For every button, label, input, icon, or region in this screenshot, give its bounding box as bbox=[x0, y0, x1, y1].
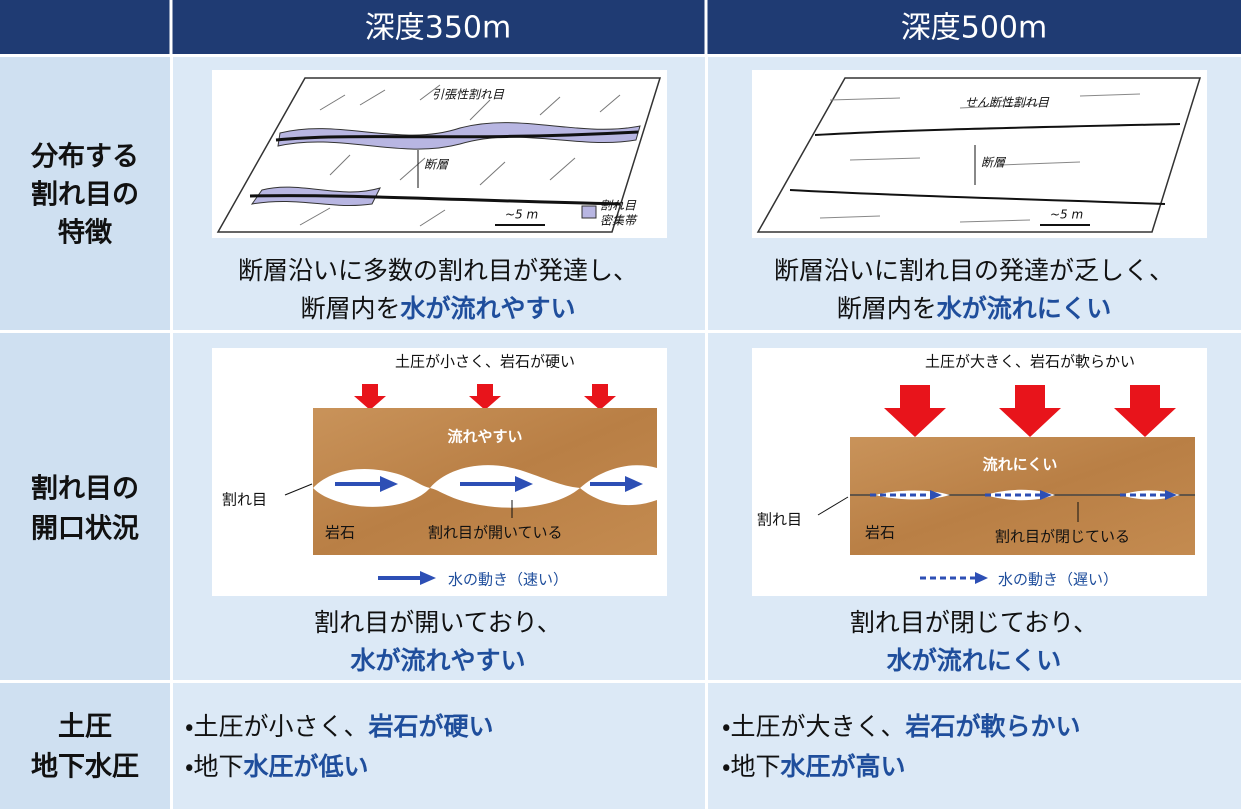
caption: 断層内を水が流れやすい bbox=[300, 294, 575, 323]
figure-label: 密集帯 bbox=[600, 214, 638, 228]
text-segment: 水圧が高い bbox=[780, 752, 906, 781]
figure-label: ~5 m bbox=[505, 208, 538, 222]
row-label: 特徴 bbox=[58, 218, 113, 249]
bullet: ・地下水圧が高い bbox=[722, 752, 906, 781]
figure-label: 水の動き（速い） bbox=[448, 571, 568, 589]
figure-label: 引張性割れ目 bbox=[432, 88, 505, 102]
bullet: ・地下水圧が低い bbox=[185, 752, 369, 781]
text-segment: 水が流れにくい bbox=[936, 294, 1112, 323]
text-segment: ・地下 bbox=[722, 752, 781, 781]
figure-label: 割れ目が開いている bbox=[428, 524, 563, 542]
caption: 水が流れやすい bbox=[349, 646, 525, 675]
aperture-figure bbox=[752, 348, 1207, 596]
figure-label: 割れ目が閉じている bbox=[995, 528, 1130, 546]
header-bar bbox=[0, 0, 1241, 54]
row-label: 開口状況 bbox=[31, 514, 139, 545]
figure-label: 土圧が大きく、岩石が軟らかい bbox=[925, 353, 1135, 371]
text-segment: 割れ目が開いており、 bbox=[314, 608, 562, 637]
text-segment: ・土圧が小さく、 bbox=[185, 712, 369, 741]
row-label: 分布する bbox=[30, 142, 139, 173]
text-segment: 岩石が硬い bbox=[368, 712, 494, 741]
aperture-figure bbox=[212, 348, 667, 596]
row-label: 地下水圧 bbox=[31, 752, 139, 783]
column-header: 深度350m bbox=[365, 11, 511, 46]
fracture-figure bbox=[752, 70, 1207, 238]
text-segment: 割れ目が閉じており、 bbox=[850, 608, 1098, 637]
figure-label: ~5 m bbox=[1050, 208, 1083, 222]
text-segment: ・土圧が大きく、 bbox=[722, 712, 906, 741]
bullet: ・土圧が大きく、岩石が軟らかい bbox=[722, 712, 1081, 741]
caption: 割れ目が閉じており、 bbox=[850, 608, 1098, 637]
text-segment: 水圧が低い bbox=[243, 752, 369, 781]
text-segment: 水が流れにくい bbox=[886, 646, 1062, 675]
caption: 断層沿いに割れ目の発達が乏しく、 bbox=[774, 256, 1174, 285]
text-segment: 岩石が軟らかい bbox=[905, 712, 1081, 741]
figure-label: 断層 bbox=[424, 158, 450, 172]
figure-label: 割れ目 bbox=[600, 199, 637, 213]
text-segment: 断層内を bbox=[837, 294, 937, 323]
figure-label: 土圧が小さく、岩石が硬い bbox=[395, 353, 575, 371]
caption: 割れ目が開いており、 bbox=[314, 608, 562, 637]
bullet: ・土圧が小さく、岩石が硬い bbox=[185, 712, 494, 741]
text-segment: 断層沿いに多数の割れ目が発達し、 bbox=[238, 256, 638, 285]
figure-label: 流れにくい bbox=[983, 456, 1058, 474]
caption: 水が流れにくい bbox=[886, 646, 1062, 675]
text-segment: 断層内を bbox=[300, 294, 400, 323]
figure-label: せん断性割れ目 bbox=[965, 96, 1050, 110]
text-segment: 水が流れやすい bbox=[400, 294, 576, 323]
figure-label: 水の動き（遅い） bbox=[998, 571, 1118, 589]
figure-label: 岩石 bbox=[325, 524, 355, 542]
figure-label: 断層 bbox=[981, 156, 1007, 170]
text-segment: 水が流れやすい bbox=[349, 646, 525, 675]
column-header: 深度500m bbox=[901, 11, 1047, 46]
row-label: 割れ目の bbox=[31, 180, 139, 211]
row-label: 割れ目の bbox=[31, 474, 139, 505]
caption: 断層内を水が流れにくい bbox=[837, 294, 1112, 323]
figure-label: 岩石 bbox=[865, 524, 895, 542]
fracture-figure bbox=[212, 70, 667, 238]
figure-label: 割れ目 bbox=[222, 491, 267, 509]
text-segment: ・地下 bbox=[185, 752, 244, 781]
text-segment: 断層沿いに割れ目の発達が乏しく、 bbox=[774, 256, 1174, 285]
figure-label: 流れやすい bbox=[447, 428, 522, 446]
caption: 断層沿いに多数の割れ目が発達し、 bbox=[238, 256, 638, 285]
row-label: 土圧 bbox=[58, 712, 112, 743]
figure-label: 割れ目 bbox=[757, 511, 802, 529]
